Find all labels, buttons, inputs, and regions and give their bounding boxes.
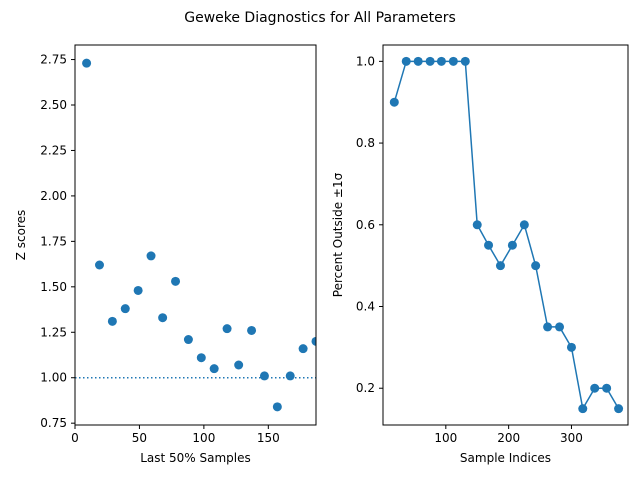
y-tick-label: 0.4 (356, 300, 375, 314)
y-tick-label: 1.50 (40, 280, 67, 294)
data-point (82, 58, 92, 68)
data-point (495, 261, 505, 271)
data-point (234, 360, 244, 370)
data-point (472, 220, 482, 230)
data-point (543, 322, 553, 332)
y-tick-label: 2.50 (40, 98, 67, 112)
data-point (247, 325, 257, 335)
x-tick-label: 150 (257, 431, 280, 445)
data-point (259, 371, 269, 381)
data-point (222, 324, 232, 334)
data-point (531, 261, 541, 271)
data-point (460, 56, 470, 66)
data-point (425, 56, 435, 66)
y-tick-label: 0.8 (356, 136, 375, 150)
percent-outside-line-plot: 100 200 300 0.2 0.4 0.6 0.8 1.0 Sample Indices Pe… (331, 44, 629, 465)
data-point (448, 56, 458, 66)
data-point (133, 285, 143, 295)
data-point (120, 304, 130, 314)
y-axis-label: Percent Outside ±1σ (331, 172, 345, 297)
x-tick-label: 50 (132, 431, 147, 445)
data-point (519, 220, 529, 230)
data-point (285, 371, 295, 381)
data-point (183, 335, 193, 345)
data-point (413, 56, 423, 66)
y-tick-label: 2.25 (40, 143, 67, 157)
data-point (566, 342, 576, 352)
data-point (158, 313, 168, 323)
data-point (107, 316, 117, 326)
y-tick-label: 0.2 (356, 381, 375, 395)
data-point (94, 260, 104, 270)
data-point (578, 404, 588, 414)
data-point (272, 402, 282, 412)
series-line (393, 60, 620, 411)
data-point (590, 383, 600, 393)
axes-frame (74, 44, 317, 426)
data-point (507, 240, 517, 250)
data-point (484, 240, 494, 250)
y-tick-label: 0.6 (356, 218, 375, 232)
data-point (311, 336, 316, 346)
x-tick-label: 300 (560, 431, 583, 445)
figure-title: Geweke Diagnostics for All Parameters (184, 10, 456, 26)
y-tick-label: 1.0 (356, 54, 375, 68)
axes-frame (382, 44, 629, 426)
x-axis-label: Sample Indices (460, 451, 551, 465)
data-point (146, 251, 156, 261)
data-point (171, 276, 181, 286)
x-axis-label: Last 50% Samples (140, 451, 251, 465)
y-axis-label: Z scores (14, 210, 28, 261)
y-tick-label: 1.00 (40, 371, 67, 385)
data-point (298, 344, 308, 354)
x-tick-label: 100 (434, 431, 457, 445)
y-tick-label: 2.00 (40, 189, 67, 203)
data-point (401, 56, 411, 66)
data-point (614, 404, 624, 414)
z-scores-scatter-plot: 0 50 100 150 0.75 1.00 1.25 1.50 1.75 2.00 2.25 2.5… (14, 44, 317, 465)
plot-area (389, 56, 624, 414)
data-point (555, 322, 565, 332)
data-point (436, 56, 446, 66)
plot-area (75, 58, 316, 412)
x-tick-label: 0 (71, 431, 79, 445)
y-tick-label: 1.75 (40, 234, 67, 248)
y-tick-label: 1.25 (40, 325, 67, 339)
x-tick-label: 200 (497, 431, 520, 445)
x-tick-label: 100 (192, 431, 215, 445)
y-tick-label: 0.75 (40, 416, 67, 430)
data-point (196, 353, 206, 363)
data-point (389, 97, 399, 107)
data-point (209, 364, 219, 374)
y-tick-label: 2.75 (40, 53, 67, 67)
data-point (602, 383, 612, 393)
